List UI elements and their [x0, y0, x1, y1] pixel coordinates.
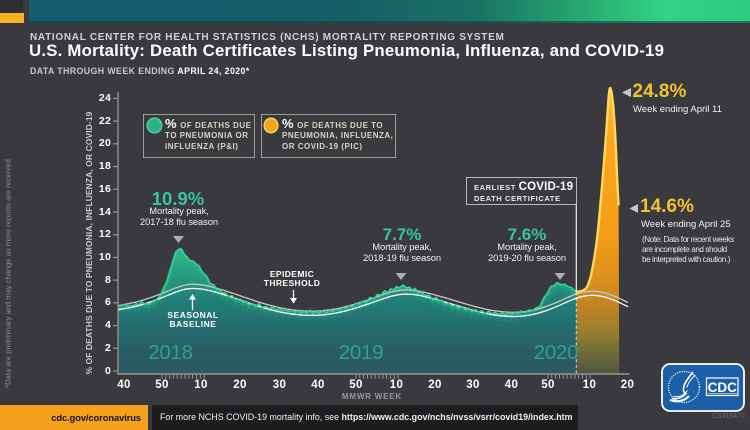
- svg-text:CDC: CDC: [708, 380, 737, 395]
